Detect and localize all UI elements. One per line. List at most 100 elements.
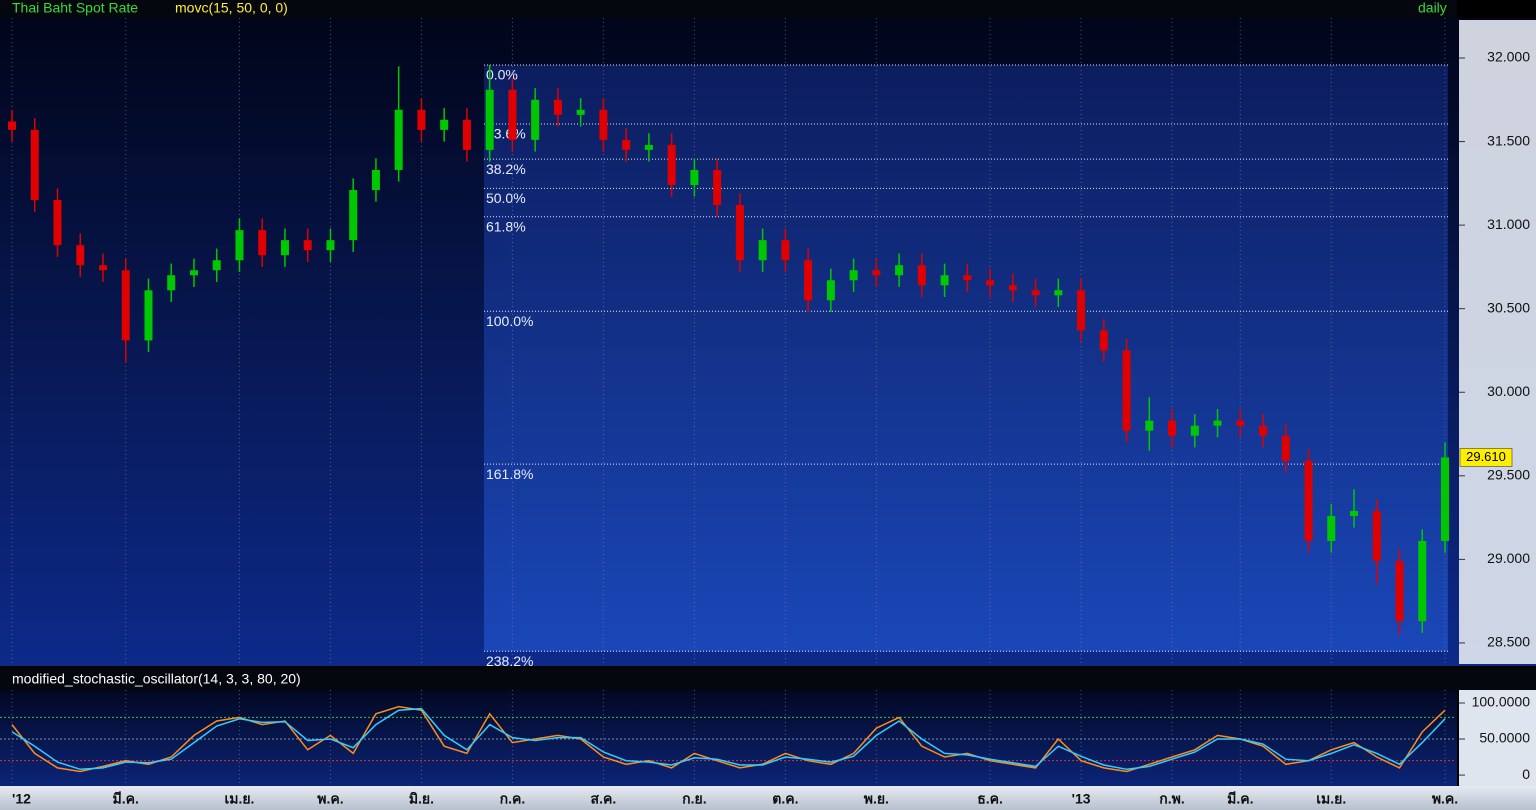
candle-body: [326, 240, 335, 251]
candle-body: [440, 119, 449, 130]
candle-body: [280, 240, 289, 256]
candle-body: [462, 119, 471, 150]
y-tick-label: 29.000: [1487, 550, 1530, 566]
last-price-box: [1459, 448, 1513, 467]
candle-body: [1327, 515, 1336, 541]
candle-body: [804, 260, 813, 301]
y-tick-label: 31.500: [1487, 132, 1530, 148]
candle-body: [1145, 420, 1154, 431]
y-tick-label: 28.500: [1487, 634, 1530, 650]
candle-body: [963, 275, 972, 281]
y-tick-label: 30.000: [1487, 383, 1530, 399]
candle-body: [986, 280, 995, 286]
candle-body: [1418, 540, 1427, 622]
y-tick-label: 32.000: [1487, 49, 1530, 65]
candle-body: [98, 265, 107, 271]
candle-body: [1168, 420, 1177, 436]
candle-body: [1372, 510, 1381, 562]
y-tick-label: 31.000: [1487, 216, 1530, 232]
candle-body: [1099, 330, 1108, 351]
candle-body: [485, 89, 494, 150]
y-tick-label: 0: [1522, 766, 1530, 782]
candle-body: [144, 290, 153, 341]
x-tick-label: ต.ค.: [772, 791, 798, 807]
candle-body: [303, 240, 312, 251]
fib-region: [483, 65, 1448, 652]
candle-body: [1077, 290, 1086, 331]
candle-body: [917, 265, 926, 286]
chart-title: Thai Baht Spot Rate: [12, 0, 138, 16]
fib-level-label: 50.0%: [486, 190, 526, 206]
candle-body: [258, 230, 267, 256]
candle-body: [167, 275, 176, 291]
candle-body: [940, 275, 949, 286]
candle-body: [553, 99, 562, 115]
candle-body: [713, 169, 722, 206]
fib-level-label: 161.8%: [486, 466, 533, 482]
time-axis-bar: [0, 786, 1536, 810]
last-price-label: 29.610: [1466, 449, 1506, 464]
y-tick-label: 100.0000: [1472, 694, 1531, 710]
candle-body: [758, 240, 767, 261]
osc-title-bar: [0, 668, 1536, 690]
osc-axis-panel: [1459, 690, 1536, 786]
candle-body: [644, 144, 653, 150]
candle-body: [1190, 425, 1199, 436]
oscillator-line: [11, 707, 1446, 771]
candle-body: [189, 270, 198, 276]
candle-body: [371, 169, 380, 191]
candle-body: [599, 109, 608, 140]
x-tick-label: พ.ค.: [317, 791, 343, 807]
candle-body: [1441, 457, 1449, 541]
candle-body: [508, 89, 517, 140]
x-tick-label: มิ.ย.: [409, 791, 434, 807]
x-tick-label: เม.ย.: [1316, 791, 1346, 807]
title-bar: [0, 0, 1457, 18]
x-tick-label: ก.ย.: [682, 791, 706, 807]
candle-body: [576, 109, 585, 115]
candle-body: [895, 265, 904, 276]
candle-body: [394, 109, 403, 170]
candle-body: [1122, 350, 1131, 431]
candle-body: [1236, 420, 1245, 426]
x-tick-label: '13: [1072, 791, 1091, 807]
candle-body: [667, 144, 676, 186]
candle-body: [531, 99, 540, 140]
candle-body: [235, 230, 244, 261]
y-tick-label: 29.500: [1487, 467, 1530, 483]
candle-body: [1008, 285, 1017, 291]
candle-body: [622, 139, 631, 150]
candle-body: [826, 280, 835, 301]
fib-level-label: 38.2%: [486, 161, 526, 177]
candle-body: [30, 129, 39, 201]
price-axis-panel: [1459, 20, 1536, 664]
candle-body: [1213, 420, 1222, 426]
candle-body: [1350, 510, 1359, 516]
candle-body: [121, 270, 130, 341]
indicator-label: movc(15, 50, 0, 0): [175, 0, 288, 16]
x-tick-label: มี.ค.: [1227, 791, 1253, 807]
candle-body: [690, 169, 699, 186]
candle-body: [1031, 290, 1040, 296]
candle-body: [1054, 290, 1063, 296]
x-tick-label: พ.ย.: [864, 791, 889, 807]
candle-body: [53, 200, 62, 246]
oscillator-title: modified_stochastic_oscillator(14, 3, 3,…: [12, 671, 301, 687]
candle-body: [212, 260, 221, 271]
x-tick-label: ก.ค.: [500, 791, 526, 807]
period-label: daily: [1418, 0, 1447, 16]
candle-body: [417, 109, 426, 130]
candle-body: [1395, 561, 1404, 622]
fib-level-label: 100.0%: [486, 313, 533, 329]
x-tick-label: พ.ค.: [1432, 791, 1458, 807]
y-tick-label: 50.0000: [1479, 730, 1530, 746]
x-tick-label: ธ.ค.: [977, 791, 1003, 807]
candle-body: [8, 121, 16, 130]
x-tick-label: '12: [12, 791, 31, 807]
x-tick-label: ก.พ.: [1159, 791, 1184, 807]
candle-body: [1281, 435, 1290, 461]
candle-body: [1259, 425, 1268, 436]
candle-body: [735, 205, 744, 261]
candle-body: [76, 245, 85, 266]
